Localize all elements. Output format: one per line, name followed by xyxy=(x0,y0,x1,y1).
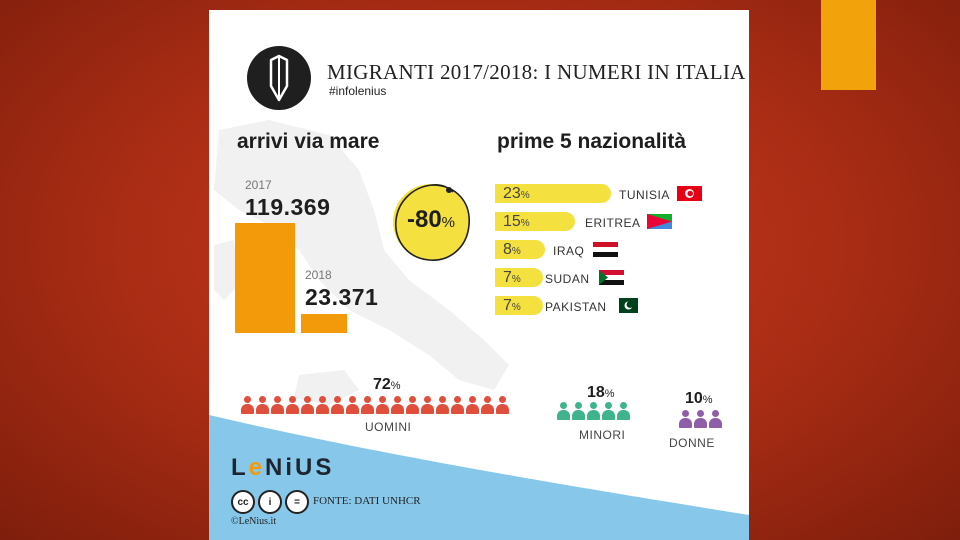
italy-map-graphic xyxy=(214,120,509,405)
nationality-bar xyxy=(495,184,611,203)
nationalities-heading: prime 5 nazionalità xyxy=(497,130,687,153)
women-label: DONNE xyxy=(669,436,715,450)
women-icons-row xyxy=(679,410,722,428)
nationality-pct: 23% xyxy=(503,185,530,202)
blue-wave-graphic xyxy=(209,415,749,540)
person-icon xyxy=(557,402,570,420)
drop-unit: % xyxy=(441,214,456,231)
nationality-name: PAKISTAN xyxy=(545,300,607,314)
person-icon xyxy=(376,396,389,414)
nationality-pct: 7% xyxy=(503,269,521,286)
person-icon xyxy=(602,402,615,420)
pakistan-flag-icon xyxy=(613,298,638,313)
person-icon xyxy=(481,396,494,414)
accent-rectangle xyxy=(821,0,876,90)
license-badges: cc i = xyxy=(231,490,309,514)
year-2018-label: 2018 xyxy=(305,268,332,282)
hashtag: #infolenius xyxy=(329,84,387,98)
eritrea-flag-icon xyxy=(647,214,672,229)
drop-badge-outline xyxy=(395,184,470,261)
men-label: UOMINI xyxy=(365,420,412,434)
person-icon xyxy=(361,396,374,414)
value-2018: 23.371 xyxy=(305,284,379,310)
nationality-pct: 7% xyxy=(503,297,521,314)
arrivals-heading: arrivi via mare xyxy=(237,130,380,153)
person-icon xyxy=(331,396,344,414)
men-icons-row xyxy=(241,396,509,414)
minors-label: MINORI xyxy=(579,428,626,442)
no-derivatives-icon: = xyxy=(285,490,309,514)
cc-icon: cc xyxy=(231,490,255,514)
iraq-flag-icon xyxy=(593,242,618,257)
person-icon xyxy=(286,396,299,414)
person-icon xyxy=(406,396,419,414)
nationality-name: ERITREA xyxy=(585,216,641,230)
source-text: FONTE: DATI UNHCR xyxy=(313,495,421,507)
person-icon xyxy=(301,396,314,414)
minors-percentage: 18% xyxy=(587,384,615,401)
tunisia-flag-icon xyxy=(677,186,702,201)
person-icon xyxy=(679,410,692,428)
bar-2018 xyxy=(301,314,347,333)
nationality-pct: 8% xyxy=(503,241,521,258)
person-icon xyxy=(587,402,600,420)
women-percentage: 10% xyxy=(685,390,713,407)
person-icon xyxy=(451,396,464,414)
drop-percentage: -80% xyxy=(395,206,467,234)
nationality-name: SUDAN xyxy=(545,272,590,286)
nationality-bar xyxy=(495,268,543,287)
year-2017-label: 2017 xyxy=(245,178,272,192)
sudan-flag-icon xyxy=(599,270,624,285)
nationality-bar xyxy=(495,240,545,259)
nationality-name: IRAQ xyxy=(553,244,585,258)
value-2017: 119.369 xyxy=(245,194,331,220)
nationality-pct: 15% xyxy=(503,213,530,230)
copyright-text: ©LeNius.it xyxy=(231,516,277,527)
person-icon xyxy=(496,396,509,414)
drop-value: -80 xyxy=(406,206,442,233)
page-title: MIGRANTI 2017/2018: I NUMERI IN ITALIA xyxy=(327,60,746,84)
person-icon xyxy=(316,396,329,414)
person-icon xyxy=(572,402,585,420)
person-icon xyxy=(436,396,449,414)
person-icon xyxy=(421,396,434,414)
person-icon xyxy=(271,396,284,414)
person-icon xyxy=(709,410,722,428)
pencil-icon xyxy=(247,46,311,110)
nationality-bar xyxy=(495,296,543,315)
nationality-bar xyxy=(495,212,575,231)
person-icon xyxy=(346,396,359,414)
nationality-name: TUNISIA xyxy=(619,188,670,202)
person-icon xyxy=(466,396,479,414)
person-icon xyxy=(256,396,269,414)
person-icon xyxy=(241,396,254,414)
person-icon xyxy=(617,402,630,420)
lenius-logo: LeNiUS xyxy=(231,454,335,481)
person-icon xyxy=(694,410,707,428)
person-icon xyxy=(391,396,404,414)
infographic-card: MIGRANTI 2017/2018: I NUMERI IN ITALIA #… xyxy=(209,10,749,540)
men-percentage: 72% xyxy=(373,376,401,393)
attribution-icon: i xyxy=(258,490,282,514)
minors-icons-row xyxy=(557,402,630,420)
drop-badge xyxy=(393,184,469,260)
bar-2017 xyxy=(235,223,295,333)
